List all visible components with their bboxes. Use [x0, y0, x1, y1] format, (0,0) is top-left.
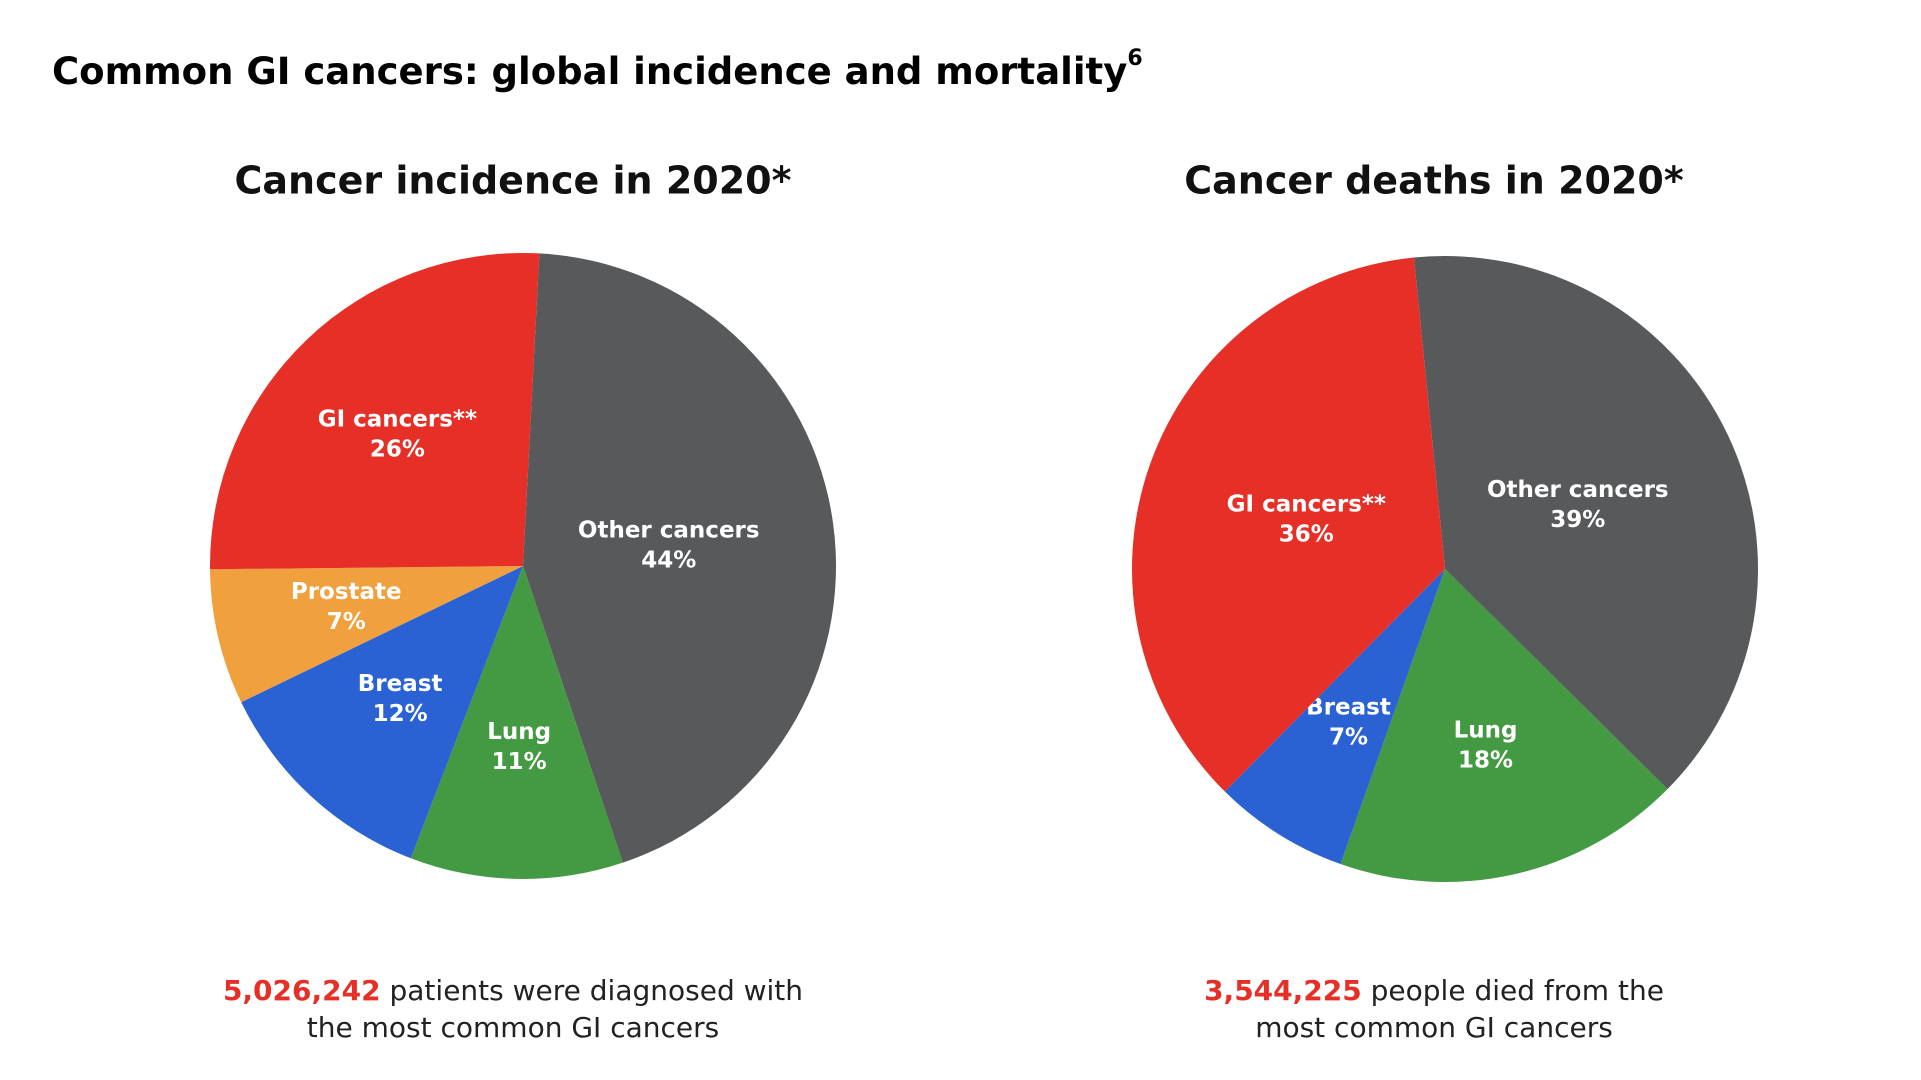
note-line: the most common GI cancers — [307, 1011, 719, 1044]
slice-name: Breast — [358, 671, 443, 697]
note-highlight: 5,026,242 — [223, 974, 381, 1007]
chart-title: Cancer incidence in 2020* — [235, 159, 792, 203]
pie-slice — [1340, 569, 1668, 882]
note-highlight: 3,544,225 — [1204, 974, 1362, 1007]
pie-slice — [241, 566, 523, 859]
pie-slice — [1132, 257, 1445, 792]
slice-value: 36% — [1279, 521, 1334, 547]
slice-name: Other cancers — [578, 518, 760, 544]
slice-name: Lung — [1454, 717, 1518, 743]
pie-slice — [1413, 256, 1758, 790]
slice-name: Breast — [1306, 694, 1391, 720]
slice-value: 7% — [327, 609, 366, 635]
slice-value: 12% — [373, 701, 428, 727]
pie-slice — [523, 253, 836, 863]
slice-value: 26% — [370, 436, 425, 462]
chart-title: Cancer deaths in 2020* — [1184, 159, 1684, 203]
slice-value: 11% — [492, 749, 547, 775]
pie-slice — [210, 253, 540, 570]
pie-slice — [410, 566, 623, 879]
slice-name: Prostate — [291, 579, 402, 605]
slice-value: 44% — [641, 548, 696, 574]
slice-name: Other cancers — [1487, 477, 1669, 503]
slice-name: GI cancers** — [318, 406, 477, 432]
slice-value: 39% — [1550, 507, 1605, 533]
note-line: 3,544,225 people died from the — [1204, 974, 1664, 1007]
note-line: 5,026,242 patients were diagnosed with — [223, 974, 803, 1007]
note-line: most common GI cancers — [1255, 1011, 1613, 1044]
note-text: people died from the — [1371, 974, 1664, 1007]
note-text: patients were diagnosed with — [390, 974, 804, 1007]
slice-name: GI cancers** — [1227, 491, 1386, 517]
slice-value: 7% — [1329, 724, 1368, 750]
pie-slice — [1224, 569, 1445, 865]
pie-slice — [210, 566, 524, 703]
page-title-text: Common GI cancers: global incidence and … — [52, 50, 1127, 93]
slice-value: 18% — [1458, 747, 1513, 773]
title-reference: 6 — [1127, 46, 1142, 71]
slice-name: Lung — [487, 719, 551, 745]
page-title: Common GI cancers: global incidence and … — [52, 46, 1143, 93]
